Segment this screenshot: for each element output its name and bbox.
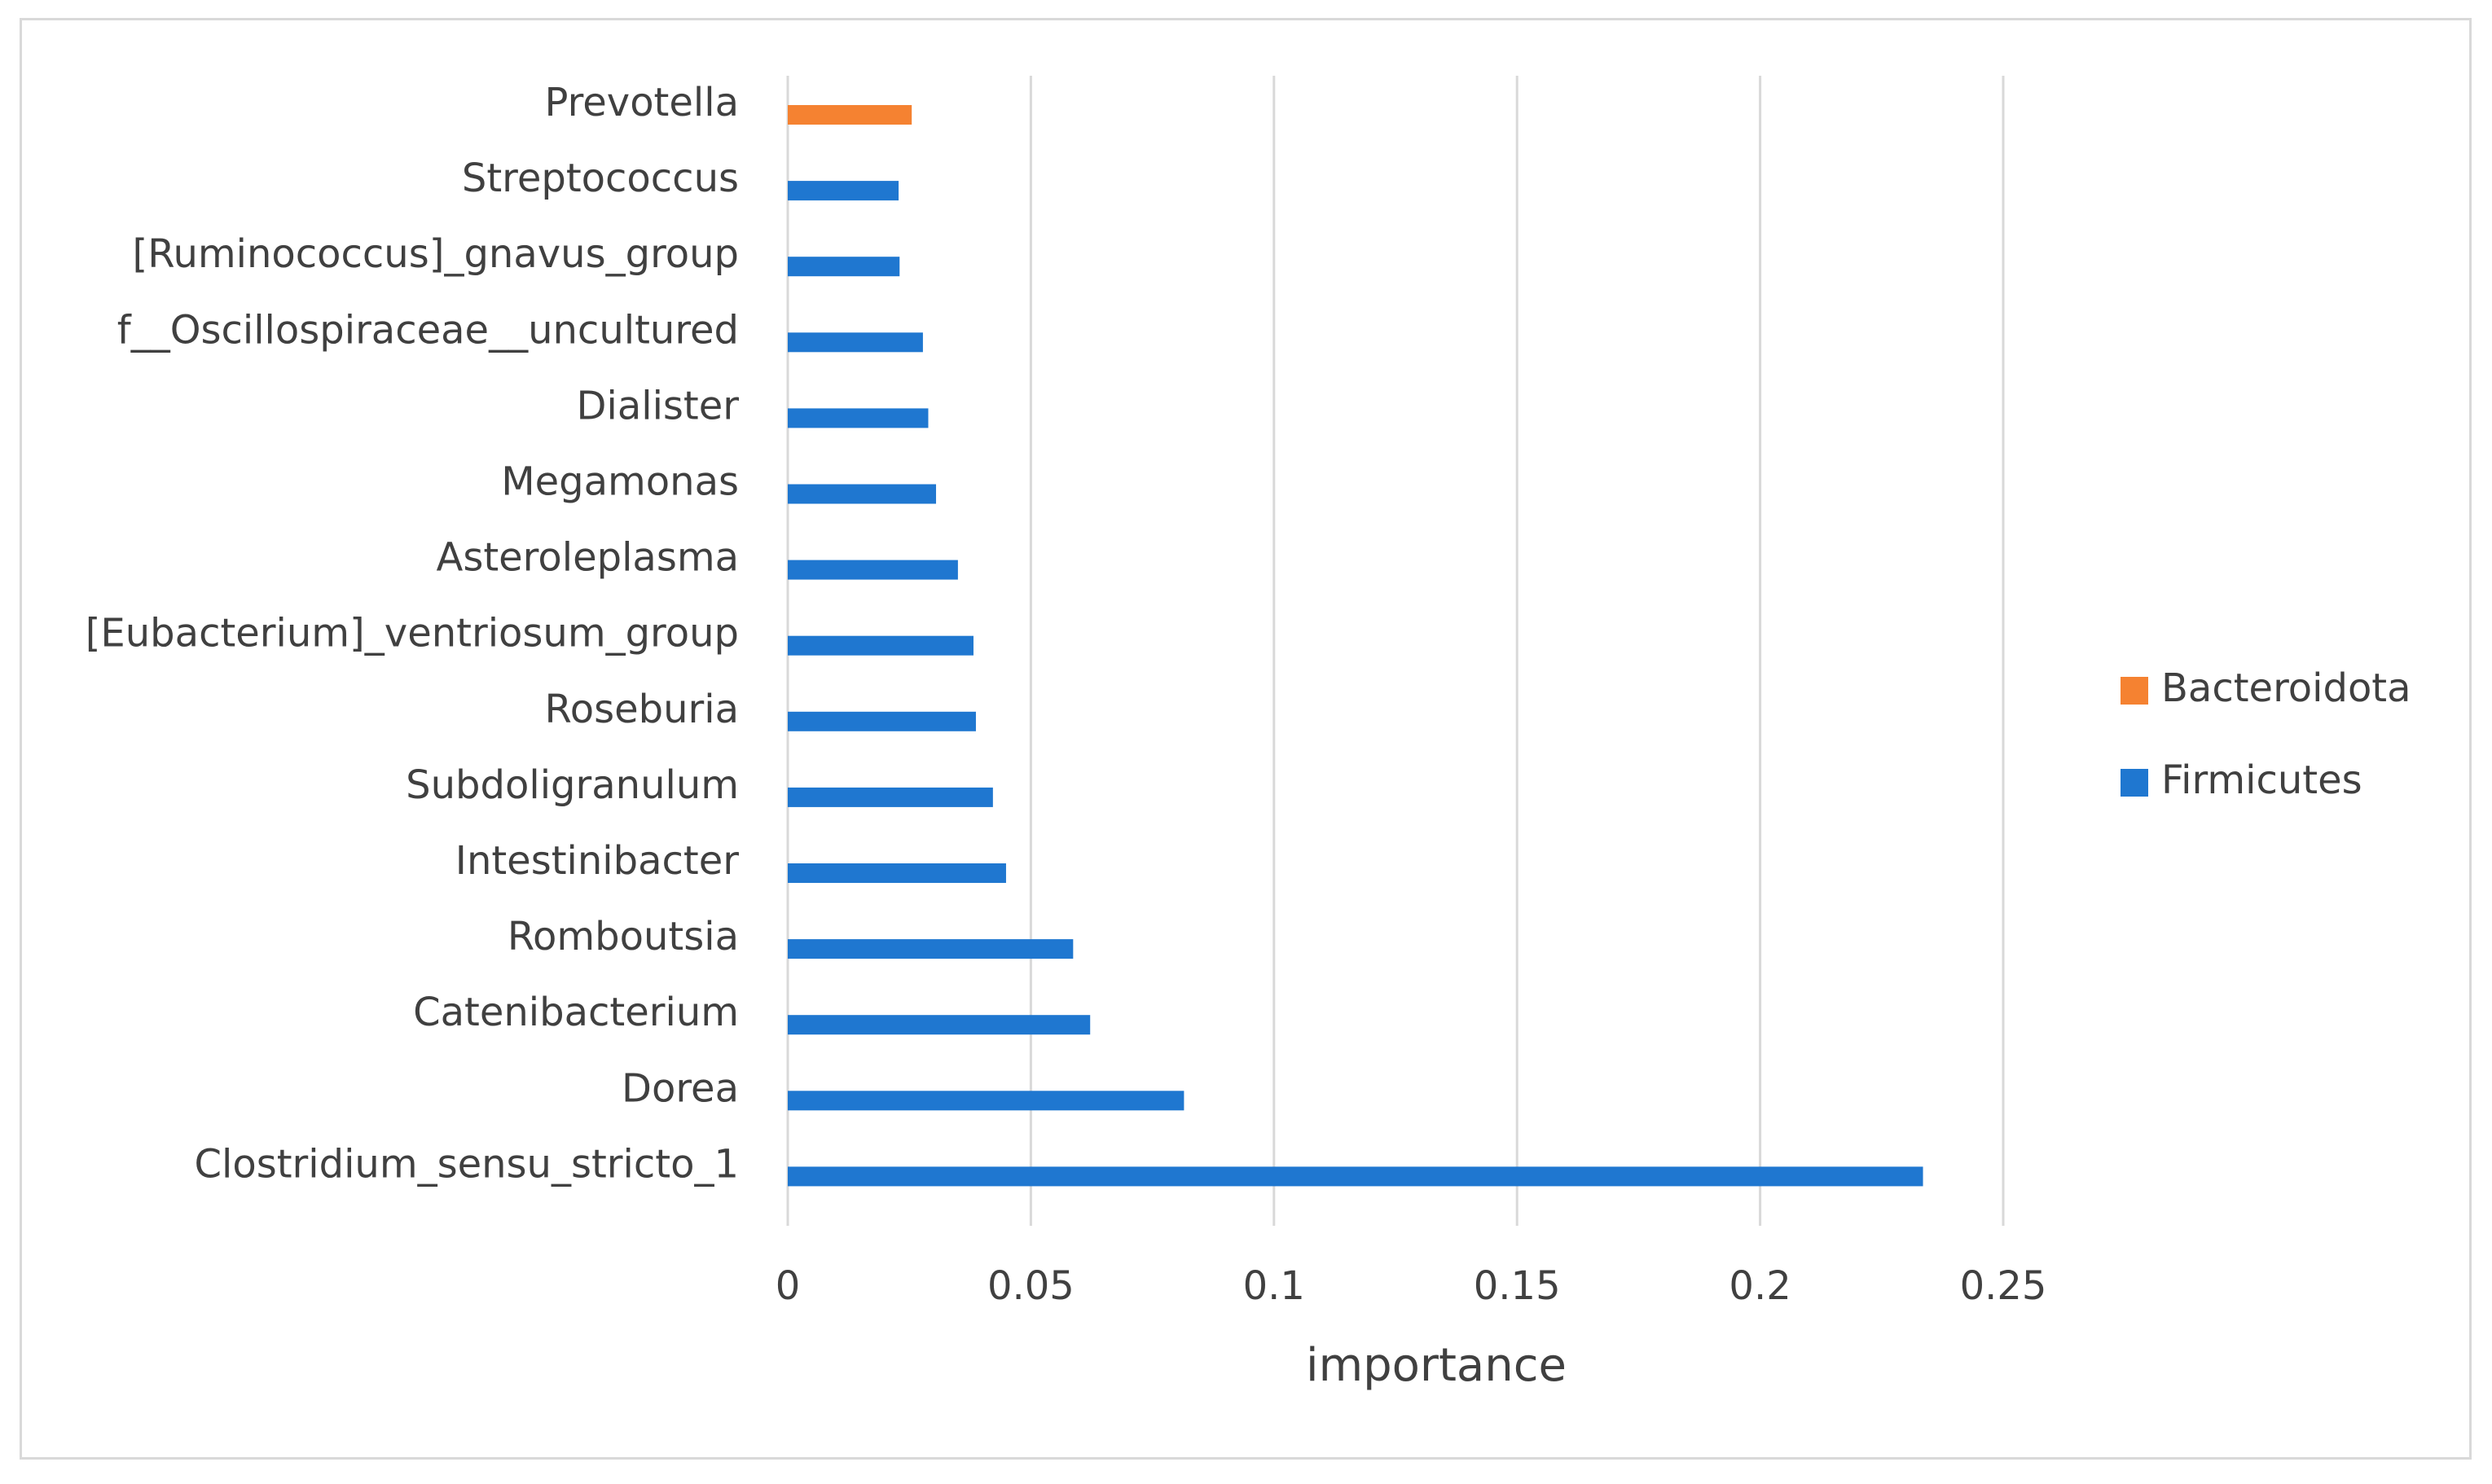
legend-label-firmicutes: Firmicutes — [2161, 757, 2362, 803]
legend-swatch-firmicutes — [2121, 769, 2148, 797]
bar-firmicutes — [788, 1166, 1923, 1187]
bar-firmicutes — [788, 332, 923, 353]
category-labels: Prevotella Streptococcus [Ruminococcus]_gn… — [86, 80, 740, 1187]
bar-firmicutes — [788, 711, 976, 731]
category-label: f__Oscillospiraceae__uncultured — [117, 307, 739, 353]
category-label: [Eubacterium]_ventriosum_group — [86, 611, 739, 656]
category-label: Catenibacterium — [413, 990, 739, 1035]
x-tick-label: 0.25 — [1960, 1263, 2047, 1309]
x-tick-label: 0.15 — [1474, 1263, 1561, 1309]
category-label: Prevotella — [544, 80, 739, 125]
category-label: Roseburia — [545, 687, 739, 732]
category-label: Megamonas — [501, 459, 739, 505]
category-label: Subdoligranulum — [406, 762, 739, 808]
bar-firmicutes — [788, 1091, 1184, 1111]
x-tick-label: 0 — [776, 1263, 801, 1309]
bar-firmicutes — [788, 1015, 1091, 1035]
category-label: Dialister — [577, 383, 740, 428]
bar-firmicutes — [788, 635, 974, 656]
x-tick-label: 0.1 — [1243, 1263, 1305, 1309]
bar-firmicutes — [788, 181, 899, 201]
bar-firmicutes — [788, 560, 958, 580]
legend: Bacteroidota Firmicutes — [2121, 665, 2411, 803]
category-label: [Ruminococcus]_gnavus_group — [133, 231, 739, 277]
bars — [788, 105, 1923, 1187]
category-label: Intestinibacter — [455, 838, 739, 884]
bar-firmicutes — [788, 939, 1074, 959]
x-tick-labels: 0 0.05 0.1 0.15 0.2 0.25 — [776, 1263, 2047, 1309]
legend-swatch-bacteroidota — [2121, 677, 2148, 705]
legend-label-bacteroidota: Bacteroidota — [2161, 665, 2411, 711]
bar-firmicutes — [788, 787, 993, 807]
category-label: Streptococcus — [462, 156, 739, 201]
bar-firmicutes — [788, 408, 929, 428]
bar-chart: Prevotella Streptococcus [Ruminococcus]_gn… — [86, 76, 2411, 1392]
bar-firmicutes — [788, 257, 900, 277]
x-tick-label: 0.2 — [1729, 1263, 1791, 1309]
x-axis-title: importance — [1306, 1339, 1567, 1392]
category-label: Dorea — [622, 1065, 739, 1111]
category-label: Romboutsia — [508, 914, 739, 959]
bar-firmicutes — [788, 863, 1006, 883]
category-label: Asteroleplasma — [436, 535, 739, 581]
category-label: Clostridium_sensu_stricto_1 — [194, 1141, 739, 1187]
x-tick-label: 0.05 — [987, 1263, 1075, 1309]
bar-bacteroidota — [788, 105, 912, 125]
bar-firmicutes — [788, 484, 937, 504]
chart-frame: Prevotella Streptococcus [Ruminococcus]_gn… — [20, 18, 2472, 1460]
